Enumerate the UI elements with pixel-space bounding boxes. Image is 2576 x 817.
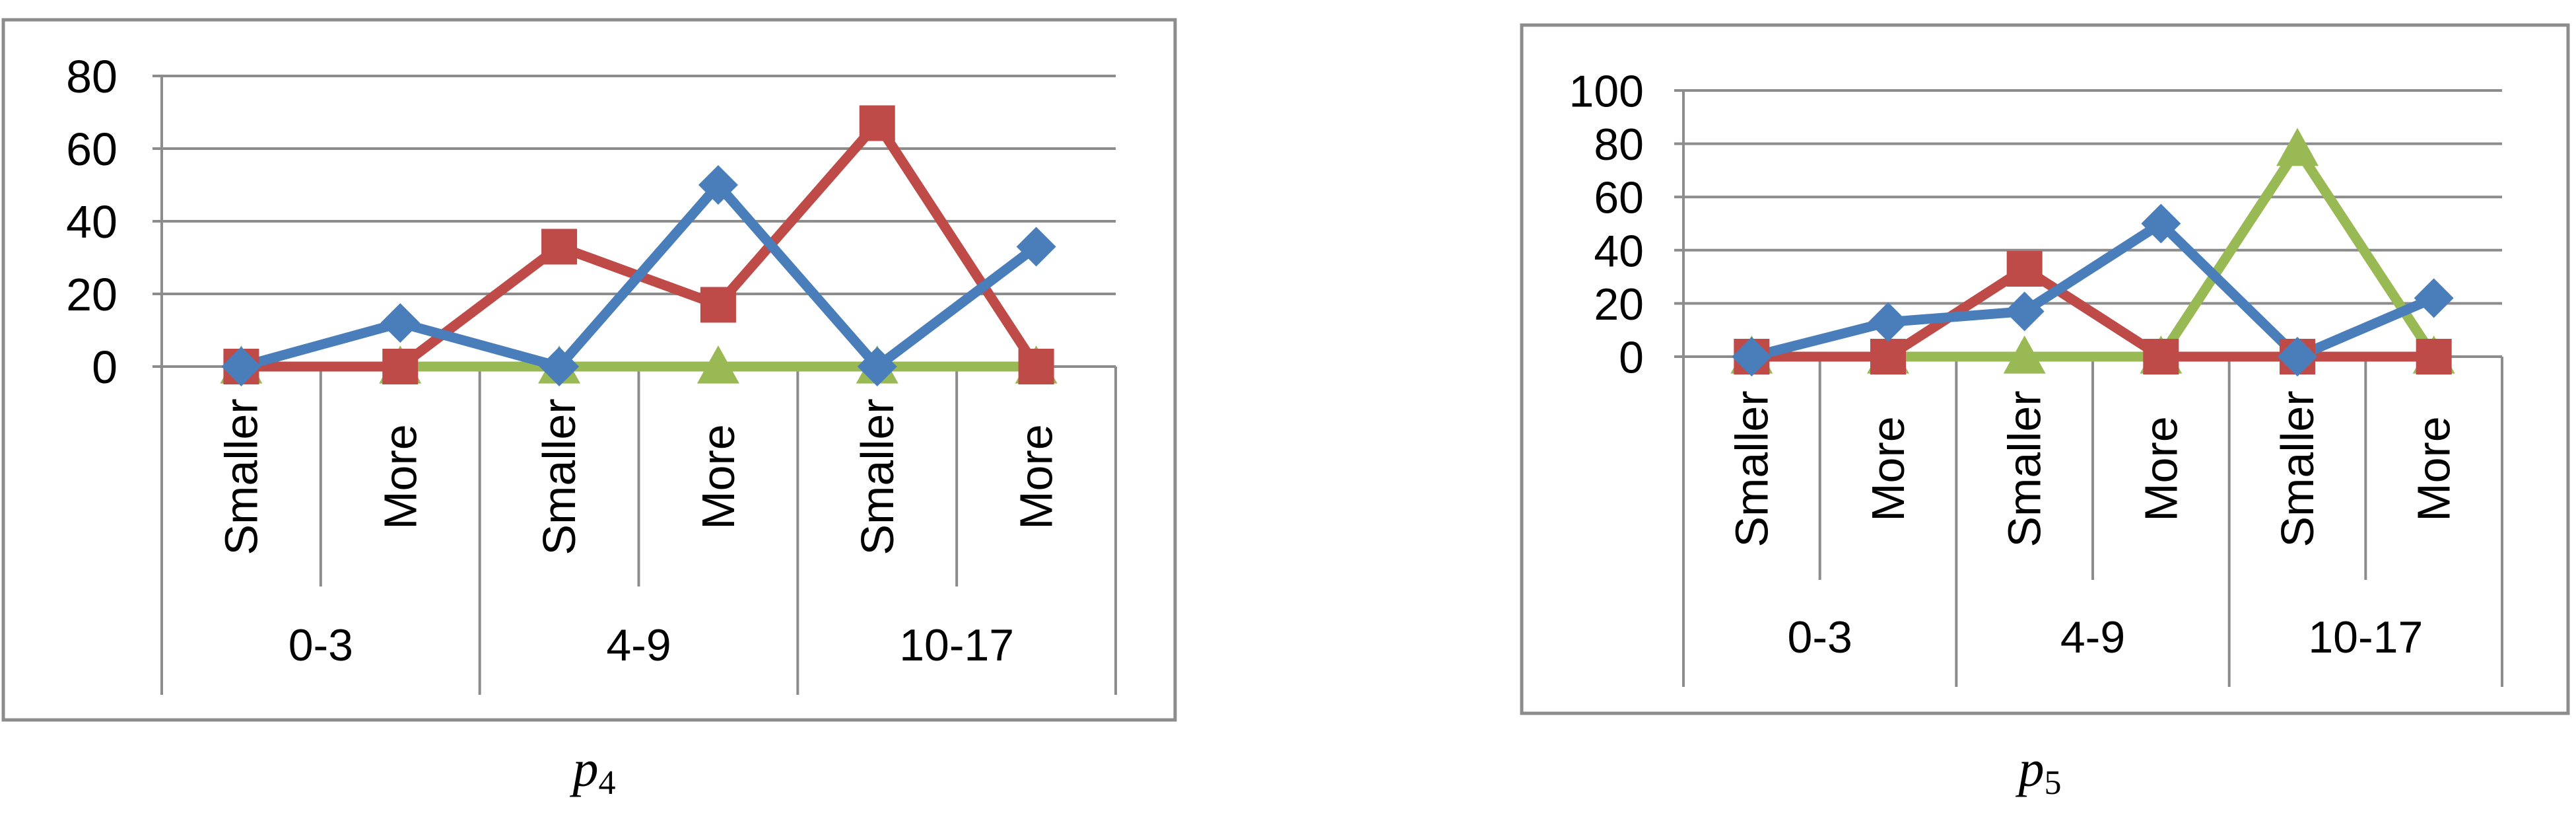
series-line — [1746, 264, 2439, 362]
category-label: Smaller — [533, 398, 585, 555]
category-label: More — [1862, 416, 1914, 521]
category-label: More — [1011, 424, 1062, 529]
y-tick-label: 60 — [1594, 173, 1644, 223]
data-point — [698, 165, 738, 205]
chart-frame — [1520, 23, 2570, 715]
data-point — [2416, 339, 2452, 374]
data-point — [221, 347, 261, 386]
data-point — [1018, 349, 1054, 384]
y-tick-label: 40 — [1594, 226, 1644, 276]
data-point — [539, 347, 580, 386]
series-line — [1746, 219, 2439, 362]
data-point — [696, 345, 739, 384]
series-line — [236, 180, 1042, 372]
data-point — [1870, 339, 1906, 374]
chart-caption: p4 — [570, 740, 616, 802]
data-point — [380, 303, 421, 343]
data-point — [1868, 302, 1908, 342]
y-tick-label: 20 — [66, 269, 118, 320]
group-label: 4-9 — [606, 620, 671, 670]
data-point — [2004, 291, 2045, 332]
data-point — [2276, 127, 2319, 166]
data-point — [1016, 227, 1056, 267]
y-tick-label: 80 — [66, 51, 118, 102]
data-point — [2141, 203, 2181, 244]
category-label: Smaller — [1726, 390, 1777, 547]
y-tick-label: 100 — [1569, 66, 1644, 116]
caption-subscript: 4 — [599, 764, 616, 802]
group-label: 0-3 — [1788, 612, 1852, 662]
y-tick-label: 20 — [1594, 279, 1644, 330]
data-point — [382, 349, 419, 384]
caption-main: p — [570, 740, 599, 797]
data-point — [2006, 251, 2043, 287]
group-label: 10-17 — [899, 620, 1014, 670]
data-point — [2003, 336, 2046, 374]
chart-caption: p5 — [2016, 740, 2062, 802]
data-point — [859, 105, 895, 141]
group-label: 4-9 — [2060, 612, 2125, 662]
data-point — [541, 229, 578, 265]
y-tick-label: 80 — [1594, 120, 1644, 170]
y-tick-label: 60 — [66, 124, 118, 175]
data-point — [700, 287, 736, 323]
y-tick-label: 0 — [92, 341, 118, 393]
category-label: Smaller — [215, 398, 267, 555]
group-label: 0-3 — [288, 620, 353, 670]
caption-main: p — [2016, 740, 2045, 797]
data-point — [2414, 278, 2454, 318]
y-tick-label: 40 — [66, 196, 118, 248]
chart-p4: 0 20 40 60 80 Smaller More Smaller More Smaller Mo… — [1, 18, 1177, 802]
category-label: More — [2135, 416, 2186, 521]
data-point — [1732, 337, 1772, 376]
category-label: Smaller — [852, 398, 903, 555]
category-label: Smaller — [2272, 390, 2323, 547]
category-label: More — [2408, 416, 2460, 521]
data-point — [2143, 339, 2179, 374]
group-label: 10-17 — [2308, 612, 2423, 662]
category-label: More — [693, 424, 744, 529]
category-label: Smaller — [1999, 390, 2051, 547]
data-point — [2278, 337, 2317, 376]
y-tick-label: 0 — [1619, 332, 1644, 382]
data-point — [857, 347, 897, 386]
caption-subscript: 5 — [2045, 764, 2062, 802]
category-label: More — [374, 424, 426, 529]
